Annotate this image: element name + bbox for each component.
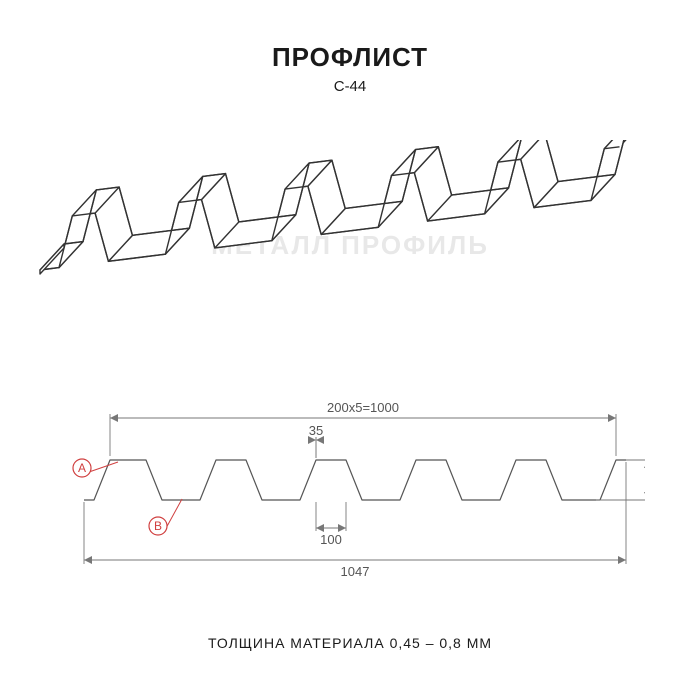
svg-text:B: B bbox=[154, 519, 162, 533]
page-subtitle: C-44 bbox=[0, 78, 700, 95]
svg-text:100: 100 bbox=[320, 532, 342, 547]
svg-text:A: A bbox=[78, 461, 86, 475]
cross-section-drawing: 200х5=100035100104744AB bbox=[55, 380, 645, 600]
svg-text:35: 35 bbox=[309, 423, 323, 438]
page-title: ПРОФЛИСТ bbox=[0, 42, 700, 73]
svg-text:1047: 1047 bbox=[341, 564, 370, 579]
svg-text:200х5=1000: 200х5=1000 bbox=[327, 400, 399, 415]
isometric-drawing bbox=[30, 140, 670, 330]
thickness-note: ТОЛЩИНА МАТЕРИАЛА 0,45 – 0,8 ММ bbox=[0, 635, 700, 651]
